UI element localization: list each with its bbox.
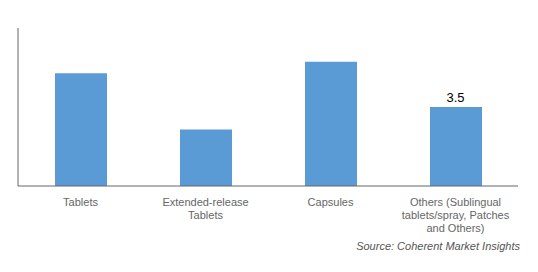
svg-text:Tablets: Tablets bbox=[63, 196, 98, 208]
svg-text:Capsules: Capsules bbox=[308, 196, 354, 208]
svg-text:3.5: 3.5 bbox=[446, 90, 464, 105]
svg-text:Extended-releaseTablets: Extended-releaseTablets bbox=[162, 196, 248, 221]
html-text:Source: Coherent Market Insigh: Source: Coherent Market Insights bbox=[356, 240, 520, 252]
svg-text:Others (Sublingualtablets/spra: Others (Sublingualtablets/spray, Patches… bbox=[402, 196, 510, 234]
